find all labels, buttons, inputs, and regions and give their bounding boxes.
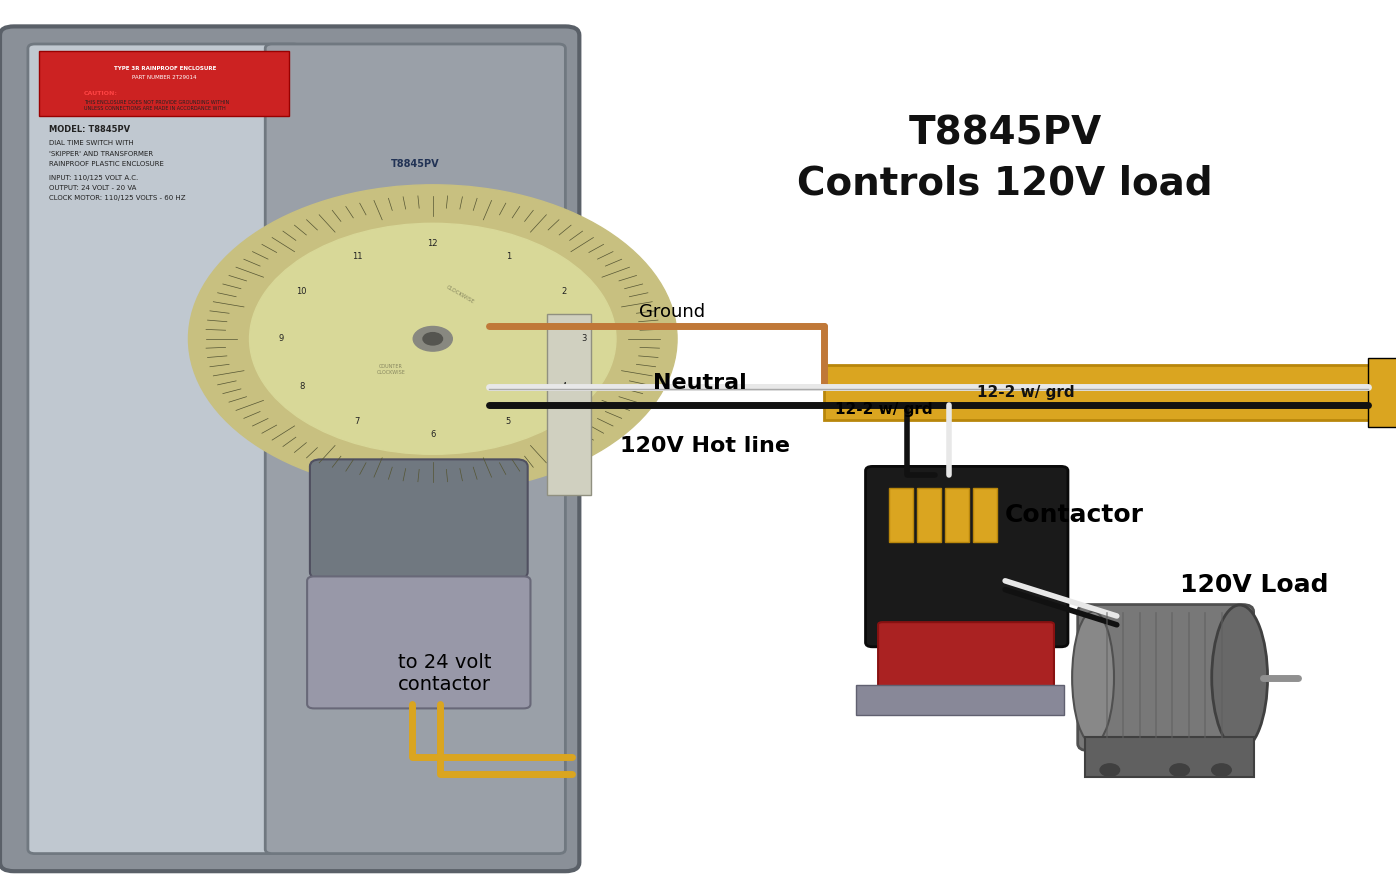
Ellipse shape <box>1072 612 1114 744</box>
Text: 7: 7 <box>355 417 360 426</box>
Text: THIS ENCLOSURE DOES NOT PROVIDE GROUNDING WITHIN: THIS ENCLOSURE DOES NOT PROVIDE GROUNDIN… <box>84 99 229 105</box>
FancyBboxPatch shape <box>0 26 579 871</box>
FancyBboxPatch shape <box>945 488 969 542</box>
FancyBboxPatch shape <box>310 459 528 579</box>
FancyBboxPatch shape <box>1368 358 1396 427</box>
FancyBboxPatch shape <box>1085 737 1254 777</box>
Text: 2: 2 <box>561 287 567 296</box>
Text: 3: 3 <box>582 334 586 343</box>
Text: 12: 12 <box>427 238 438 248</box>
FancyBboxPatch shape <box>878 622 1054 693</box>
FancyBboxPatch shape <box>866 466 1068 647</box>
Text: 120V Hot line: 120V Hot line <box>620 436 790 456</box>
Circle shape <box>250 224 616 454</box>
FancyBboxPatch shape <box>889 488 913 542</box>
Circle shape <box>1212 764 1231 776</box>
FancyBboxPatch shape <box>39 51 289 116</box>
Text: T8845PV
Controls 120V load: T8845PV Controls 120V load <box>797 114 1213 202</box>
Text: 12-2 w/ grd: 12-2 w/ grd <box>977 385 1075 400</box>
Text: 'SKIPPER' AND TRANSFORMER: 'SKIPPER' AND TRANSFORMER <box>49 150 154 157</box>
Circle shape <box>423 333 443 345</box>
Text: PART NUMBER 2T29014: PART NUMBER 2T29014 <box>133 75 197 80</box>
Text: 1: 1 <box>505 252 511 260</box>
Circle shape <box>413 326 452 351</box>
Text: 6: 6 <box>430 429 436 439</box>
Circle shape <box>1170 764 1189 776</box>
Text: CAUTION:: CAUTION: <box>84 91 117 96</box>
FancyBboxPatch shape <box>856 685 1064 715</box>
FancyBboxPatch shape <box>28 44 300 854</box>
Text: Contactor: Contactor <box>1005 502 1145 527</box>
Text: INPUT: 110/125 VOLT A.C.: INPUT: 110/125 VOLT A.C. <box>49 175 138 181</box>
Text: MODEL: T8845PV: MODEL: T8845PV <box>49 125 130 134</box>
Text: DIAL TIME SWITCH WITH: DIAL TIME SWITCH WITH <box>49 140 134 146</box>
Text: 8: 8 <box>299 382 304 391</box>
FancyBboxPatch shape <box>307 576 530 708</box>
Circle shape <box>188 185 677 493</box>
Text: T8845PV: T8845PV <box>391 159 440 169</box>
FancyBboxPatch shape <box>547 314 591 495</box>
Text: 12-2 w/ grd: 12-2 w/ grd <box>835 401 933 417</box>
FancyBboxPatch shape <box>973 488 997 542</box>
Text: 120V Load: 120V Load <box>1180 573 1328 598</box>
Text: TYPE 3R RAINPROOF ENCLOSURE: TYPE 3R RAINPROOF ENCLOSURE <box>113 66 216 71</box>
Text: to 24 volt
contactor: to 24 volt contactor <box>398 653 491 693</box>
Text: 5: 5 <box>505 417 511 426</box>
FancyBboxPatch shape <box>265 44 565 854</box>
Text: COUNTER
CLOCKWISE: COUNTER CLOCKWISE <box>377 364 405 375</box>
Text: 9: 9 <box>279 334 283 343</box>
FancyBboxPatch shape <box>824 365 1375 420</box>
Text: 4: 4 <box>561 382 567 391</box>
Ellipse shape <box>1212 605 1268 750</box>
FancyBboxPatch shape <box>1078 605 1254 751</box>
Text: 11: 11 <box>352 252 363 260</box>
Text: UNLESS CONNECTIONS ARE MADE IN ACCORDANCE WITH: UNLESS CONNECTIONS ARE MADE IN ACCORDANC… <box>84 106 226 111</box>
Circle shape <box>1100 764 1120 776</box>
FancyBboxPatch shape <box>917 488 941 542</box>
Text: OUTPUT: 24 VOLT - 20 VA: OUTPUT: 24 VOLT - 20 VA <box>49 185 137 191</box>
Text: RAINPROOF PLASTIC ENCLOSURE: RAINPROOF PLASTIC ENCLOSURE <box>49 161 163 167</box>
Text: CLOCK MOTOR: 110/125 VOLTS - 60 HZ: CLOCK MOTOR: 110/125 VOLTS - 60 HZ <box>49 194 186 201</box>
Text: CLOCKWISE: CLOCKWISE <box>445 284 476 304</box>
Text: 10: 10 <box>296 287 307 296</box>
Text: Neutral: Neutral <box>653 373 747 392</box>
Text: Ground: Ground <box>639 304 705 321</box>
